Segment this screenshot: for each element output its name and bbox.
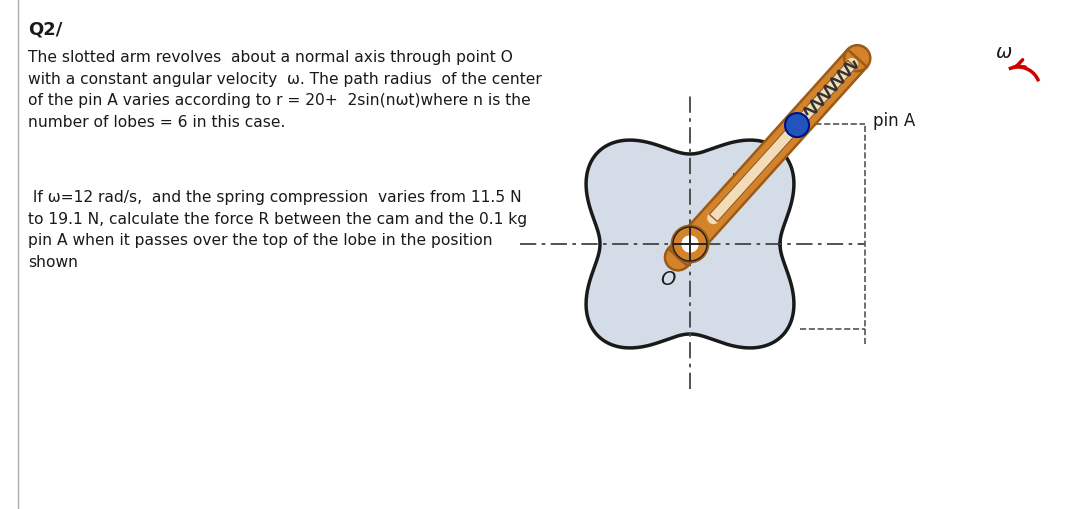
Circle shape <box>845 46 870 72</box>
Text: O: O <box>660 269 676 289</box>
Text: ω: ω <box>996 42 1012 62</box>
Text: The slotted arm revolves  about a normal axis through point O
with a constant an: The slotted arm revolves about a normal … <box>28 50 542 130</box>
Polygon shape <box>710 62 856 222</box>
Text: r: r <box>730 168 737 186</box>
Circle shape <box>847 60 858 71</box>
Circle shape <box>681 237 698 252</box>
Text: Q2/: Q2/ <box>28 20 63 38</box>
Polygon shape <box>669 50 867 267</box>
Polygon shape <box>586 141 794 348</box>
Text: pin A: pin A <box>873 112 915 130</box>
Circle shape <box>707 213 719 224</box>
Circle shape <box>785 114 809 138</box>
Circle shape <box>672 227 708 263</box>
Circle shape <box>665 245 691 271</box>
Text: If ω=12 rad/s,  and the spring compression  varies from 11.5 N
to 19.1 N, calcul: If ω=12 rad/s, and the spring compressio… <box>28 190 527 269</box>
